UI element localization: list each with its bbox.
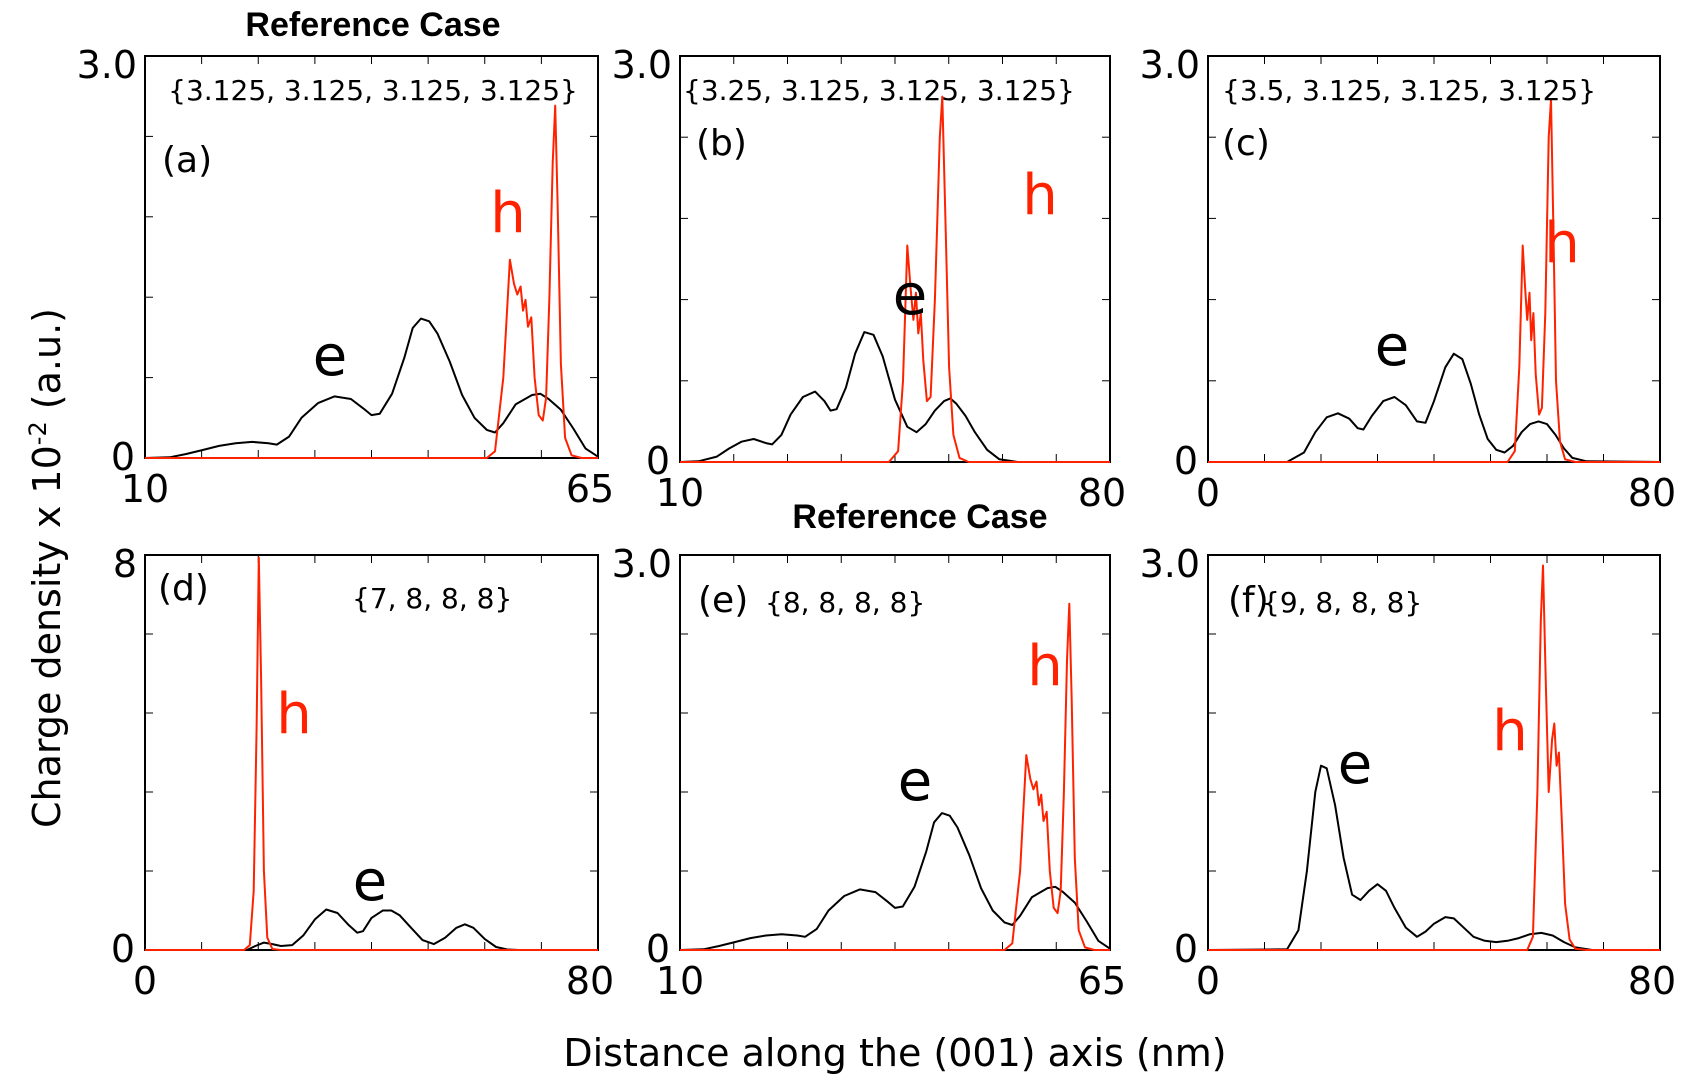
x-tick-label-min: 0 bbox=[1196, 471, 1220, 515]
hole-density-line bbox=[1208, 564, 1660, 951]
reference-case-title: Reference Case bbox=[792, 498, 1047, 536]
panels: 0 3.0 10 65 Reference Case {3.125, 3.125, 3.1… bbox=[77, 6, 1677, 1003]
hole-density-line bbox=[680, 602, 1110, 951]
hole-density-line bbox=[145, 556, 598, 951]
panel-label: (a) bbox=[162, 140, 212, 181]
y-axis-title: Charge density x 10-2 (a.u.) bbox=[24, 308, 69, 828]
hole-density-line bbox=[680, 95, 1110, 463]
electron-density-line bbox=[145, 908, 598, 951]
panel-label: (f) bbox=[1228, 580, 1269, 621]
electron-label: e bbox=[1375, 314, 1409, 379]
hole-label: h bbox=[276, 682, 312, 747]
x-tick-label-max: 80 bbox=[1628, 471, 1676, 515]
parameter-set-label: {9, 8, 8, 8} bbox=[1262, 586, 1422, 619]
hole-density-line bbox=[1208, 98, 1660, 463]
panel-d: 080 80{7, 8, 8, 8}(d)eh bbox=[111, 542, 614, 1003]
hole-label: h bbox=[1544, 211, 1580, 276]
panel-f: 0 3.0 0 80 {9, 8, 8, 8}(f) e h bbox=[1140, 542, 1677, 1003]
x-tick-label-min: 0 bbox=[133, 959, 157, 1003]
parameter-set-label: {3.25, 3.125, 3.125, 3.125} bbox=[683, 74, 1075, 107]
x-tick-label-min: 10 bbox=[121, 467, 169, 511]
x-tick-label-max: 80 bbox=[1078, 471, 1126, 515]
hole-label: h bbox=[1022, 163, 1058, 228]
electron-density-line bbox=[1207, 764, 1660, 951]
electron-density-line bbox=[1208, 352, 1661, 463]
reference-case-title: Reference Case bbox=[245, 6, 500, 44]
x-tick-label-min: 10 bbox=[656, 471, 704, 515]
electron-density-line bbox=[679, 812, 1111, 951]
electron-density-line bbox=[679, 331, 1110, 463]
y-tick-label-max: 3.0 bbox=[77, 43, 137, 87]
parameter-set-label: {3.125, 3.125, 3.125, 3.125} bbox=[168, 74, 578, 107]
y-tick-label-max: 3.0 bbox=[1140, 542, 1200, 586]
x-axis-title: Distance along the (001) axis (nm) bbox=[563, 1031, 1226, 1075]
plot-frame bbox=[144, 55, 599, 459]
parameter-set-label: {3.5, 3.125, 3.125, 3.125} bbox=[1222, 74, 1596, 107]
electron-density-line bbox=[144, 317, 599, 459]
y-tick-label-min: 0 bbox=[646, 439, 670, 483]
electron-label: e bbox=[353, 849, 387, 914]
hole-label: h bbox=[1492, 699, 1528, 764]
x-tick-label-max: 65 bbox=[1078, 959, 1126, 1003]
panel-label: (e) bbox=[698, 580, 748, 621]
y-tick-label-max: 3.0 bbox=[612, 542, 672, 586]
y-tick-label-min: 0 bbox=[1174, 439, 1198, 483]
panel-b: 0 3.0 10 80 {3.25, 3.125, 3.125, 3.125} (b) e h bbox=[612, 43, 1127, 515]
y-tick-label-max: 3.0 bbox=[612, 43, 672, 87]
panel-label: (c) bbox=[1222, 123, 1270, 164]
x-tick-label-min: 0 bbox=[1196, 959, 1220, 1003]
electron-label: e bbox=[1338, 732, 1372, 797]
y-tick-label-min: 0 bbox=[111, 927, 135, 971]
x-tick-label-max: 80 bbox=[566, 959, 614, 1003]
hole-label: h bbox=[1027, 634, 1063, 699]
electron-label: e bbox=[313, 324, 347, 389]
hole-label: h bbox=[490, 181, 526, 246]
x-tick-label-max: 65 bbox=[566, 467, 614, 511]
electron-label: e bbox=[893, 263, 927, 328]
electron-label: e bbox=[898, 749, 932, 814]
x-tick-label-min: 10 bbox=[656, 959, 704, 1003]
hole-density-line bbox=[145, 104, 598, 459]
panel-c: 0 3.0 0 80 {3.5, 3.125, 3.125, 3.125} (c) e h bbox=[1140, 43, 1677, 515]
y-tick-label-max: 3.0 bbox=[1140, 43, 1200, 87]
panel-label: (b) bbox=[696, 123, 747, 164]
panel-e: 0 3.0 10 65 Reference Case {8, 8, 8, 8} (e) e h bbox=[612, 498, 1127, 1003]
panel-label: (d) bbox=[158, 568, 209, 609]
parameter-set-label: {7, 8, 8, 8} bbox=[352, 582, 512, 615]
y-tick-label-min: 0 bbox=[1174, 927, 1198, 971]
y-tick-label-min: 0 bbox=[111, 435, 135, 479]
x-tick-label-max: 80 bbox=[1628, 959, 1676, 1003]
parameter-set-label: {8, 8, 8, 8} bbox=[765, 586, 925, 619]
y-tick-label-min: 0 bbox=[646, 927, 670, 971]
y-tick-label-max: 8 bbox=[113, 542, 137, 586]
panel-a: 0 3.0 10 65 Reference Case {3.125, 3.125, 3.1… bbox=[77, 6, 615, 511]
